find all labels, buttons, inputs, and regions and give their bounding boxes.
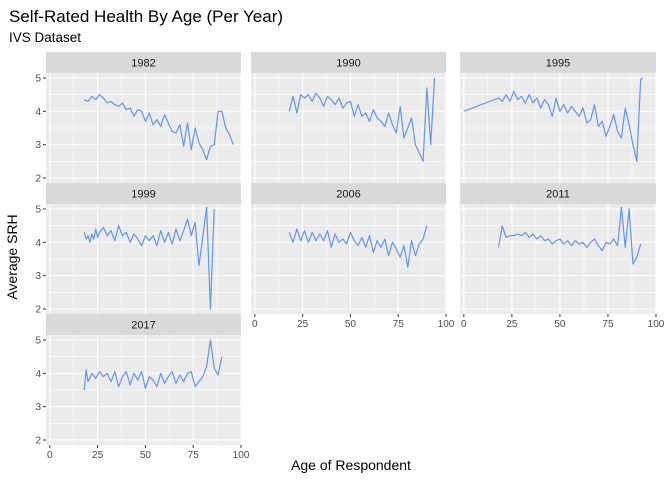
facet-strip-label: 1982	[131, 58, 155, 70]
facet-strip	[251, 52, 446, 73]
series-line-2011	[497, 206, 642, 265]
x-tick-label: 50	[345, 319, 357, 330]
facet-panel-1995: 1995	[460, 52, 657, 183]
y-axis-title: Average SRH	[4, 214, 20, 299]
x-tick-label: 100	[438, 319, 455, 330]
y-tick-label: 5	[35, 205, 41, 216]
facet-strip-label: 1995	[546, 58, 570, 70]
chart-title: Self-Rated Health By Age (Per Year)	[9, 7, 283, 26]
facet-strip	[46, 314, 241, 335]
y-tick-label: 2	[35, 436, 41, 447]
x-tick-label: 75	[393, 319, 405, 330]
x-tick-label: 100	[648, 319, 665, 330]
y-tick-label: 2	[35, 174, 41, 185]
facet-strip-label: 2011	[546, 189, 570, 201]
facet-strip	[251, 183, 446, 204]
y-tick-label: 5	[35, 74, 41, 85]
facet-strip	[46, 52, 241, 73]
facet-strip-label: 1999	[131, 189, 155, 201]
facet-strip-label: 1990	[336, 58, 360, 70]
series-line-1999	[83, 206, 215, 310]
facet-panel-1982: 1982 2 3 4 5	[35, 52, 242, 185]
y-tick-label: 4	[35, 238, 41, 249]
y-tick-label: 3	[35, 402, 41, 413]
x-tick-label: 25	[92, 450, 104, 461]
series-line-1990	[288, 77, 436, 162]
x-tick-label: 0	[252, 319, 258, 330]
x-tick-label: 25	[506, 319, 518, 330]
x-tick-label: 75	[602, 319, 614, 330]
facet-panel-1990: 1990	[251, 52, 447, 183]
facet-strip	[46, 183, 241, 204]
series-line-2017	[83, 339, 223, 391]
x-tick-label: 0	[461, 319, 467, 330]
x-tick-label: 50	[140, 450, 152, 461]
x-tick-label: 0	[47, 450, 53, 461]
y-tick-label: 5	[35, 336, 41, 347]
x-tick-label: 100	[233, 450, 250, 461]
facet-strip	[460, 52, 656, 73]
facet-strip	[460, 183, 656, 204]
y-tick-label: 3	[35, 140, 41, 151]
facet-strip-label: 2017	[131, 320, 155, 332]
y-tick-label: 2	[35, 305, 41, 316]
x-tick-label: 25	[297, 319, 309, 330]
x-axis-title: Age of Respondent	[291, 457, 411, 473]
y-tick-label: 4	[35, 369, 41, 380]
x-tick-label: 75	[188, 450, 200, 461]
facet-panel-1999: 1999 2 3 4 5	[35, 183, 242, 316]
y-tick-label: 4	[35, 107, 41, 118]
chart-subtitle: IVS Dataset	[9, 30, 81, 45]
facet-panel-2006: 2006 0 25 50 75 100	[251, 183, 455, 330]
x-tick-label: 50	[554, 319, 566, 330]
y-tick-label: 3	[35, 271, 41, 282]
facet-panel-2011: 2011 0 25 50 75 100	[460, 183, 665, 330]
series-line-2006	[288, 225, 428, 268]
series-line-1995	[463, 77, 643, 162]
series-line-1982	[84, 94, 234, 161]
facet-strip-label: 2006	[336, 189, 360, 201]
